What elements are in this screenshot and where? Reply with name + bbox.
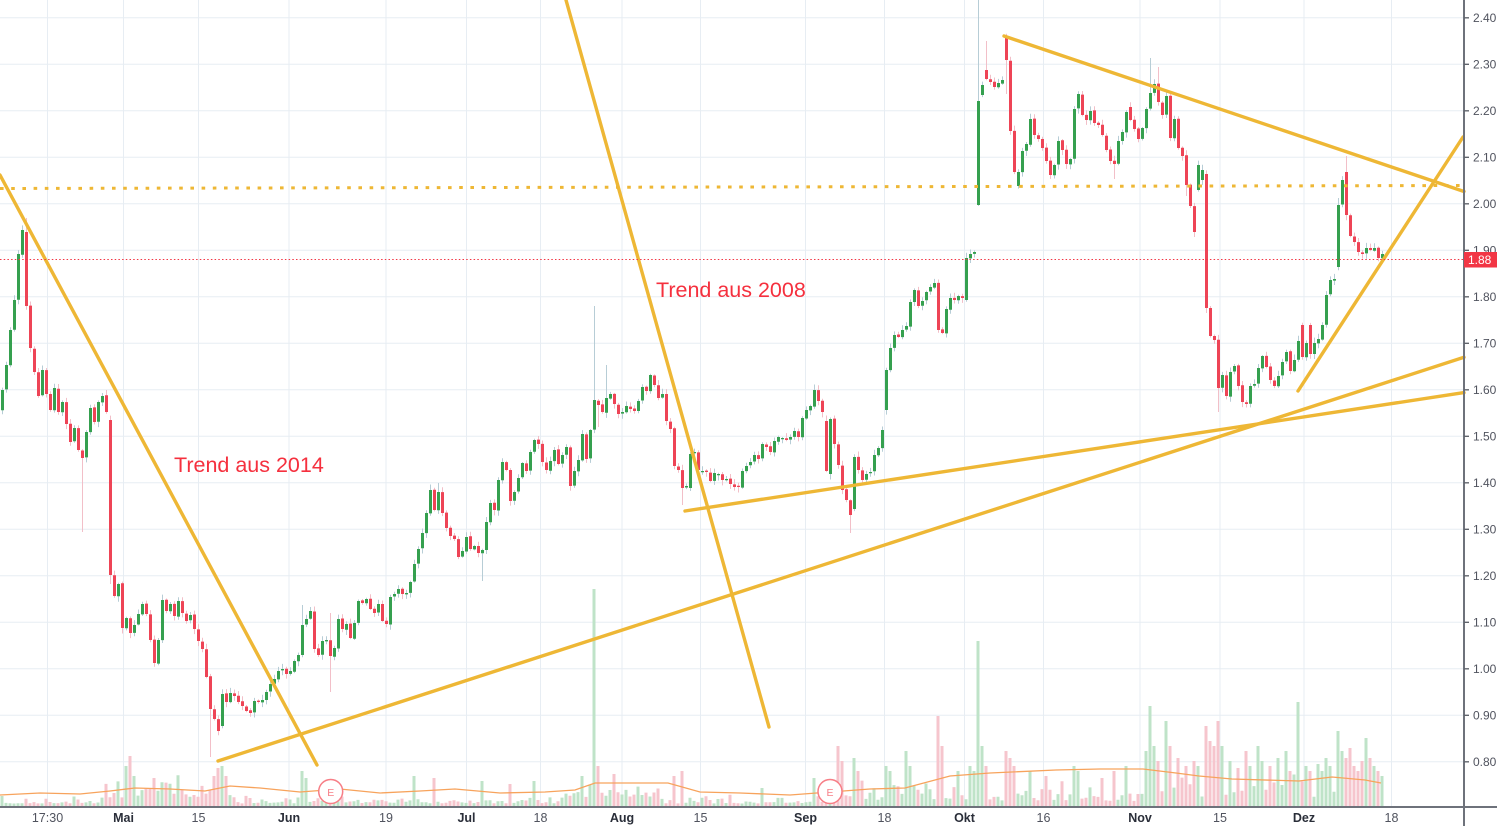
svg-text:0.90: 0.90 — [1473, 708, 1497, 722]
svg-text:1.10: 1.10 — [1473, 615, 1497, 629]
svg-text:1.60: 1.60 — [1473, 383, 1497, 397]
svg-text:Aug: Aug — [610, 811, 634, 825]
svg-text:1.20: 1.20 — [1473, 569, 1497, 583]
svg-text:2.10: 2.10 — [1473, 150, 1497, 164]
svg-text:Jun: Jun — [278, 811, 300, 825]
svg-text:18: 18 — [1385, 811, 1399, 825]
svg-text:15: 15 — [1213, 811, 1227, 825]
svg-text:1.00: 1.00 — [1473, 662, 1497, 676]
svg-text:1.80: 1.80 — [1473, 290, 1497, 304]
svg-text:2.40: 2.40 — [1473, 11, 1497, 25]
svg-text:1.70: 1.70 — [1473, 336, 1497, 350]
svg-text:Mai: Mai — [113, 811, 134, 825]
svg-text:19: 19 — [379, 811, 393, 825]
svg-text:2.20: 2.20 — [1473, 104, 1497, 118]
svg-text:18: 18 — [534, 811, 548, 825]
svg-text:Trend aus 2014: Trend aus 2014 — [174, 453, 324, 477]
svg-text:E: E — [826, 787, 833, 799]
svg-text:Nov: Nov — [1128, 811, 1152, 825]
svg-text:Jul: Jul — [457, 811, 475, 825]
svg-text:18: 18 — [878, 811, 892, 825]
svg-text:16: 16 — [1037, 811, 1051, 825]
svg-text:1.40: 1.40 — [1473, 476, 1497, 490]
svg-text:1.30: 1.30 — [1473, 522, 1497, 536]
svg-text:Trend aus 2008: Trend aus 2008 — [656, 278, 806, 302]
svg-text:2.00: 2.00 — [1473, 197, 1497, 211]
svg-text:Sep: Sep — [794, 811, 817, 825]
svg-text:2.30: 2.30 — [1473, 57, 1497, 71]
svg-text:E: E — [327, 787, 334, 799]
svg-text:Dez: Dez — [1293, 811, 1315, 825]
svg-text:1.50: 1.50 — [1473, 429, 1497, 443]
svg-text:15: 15 — [192, 811, 206, 825]
svg-text:15: 15 — [694, 811, 708, 825]
svg-text:1.88: 1.88 — [1468, 253, 1492, 267]
svg-text:0.80: 0.80 — [1473, 755, 1497, 769]
svg-text:17:30: 17:30 — [32, 811, 63, 825]
svg-text:Okt: Okt — [954, 811, 976, 825]
